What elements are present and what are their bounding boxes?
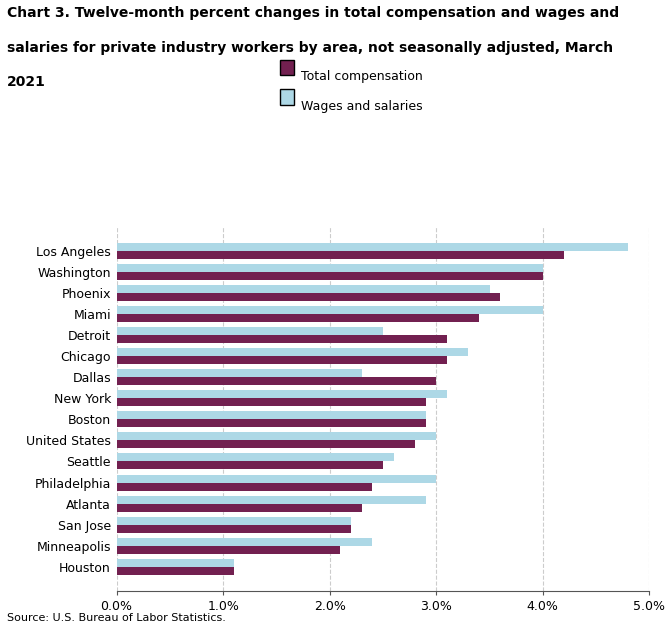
Bar — [117, 264, 543, 272]
Bar — [117, 398, 426, 406]
Bar — [117, 559, 234, 567]
Bar — [117, 293, 500, 301]
Bar — [117, 545, 340, 554]
Bar — [117, 567, 234, 575]
Bar — [117, 504, 362, 511]
Bar — [117, 285, 490, 293]
Bar — [117, 516, 351, 525]
Bar — [117, 314, 479, 322]
Bar — [117, 306, 543, 314]
Bar — [117, 440, 415, 448]
Bar — [117, 462, 383, 469]
Bar — [117, 482, 372, 491]
Bar — [117, 327, 383, 335]
Bar — [117, 251, 564, 259]
Bar — [117, 369, 362, 377]
Text: Source: U.S. Bureau of Labor Statistics.: Source: U.S. Bureau of Labor Statistics. — [7, 613, 226, 623]
Bar — [117, 454, 394, 462]
Bar — [117, 496, 426, 504]
Text: 2021: 2021 — [7, 75, 45, 89]
Bar — [117, 420, 426, 427]
Bar — [117, 356, 447, 364]
Bar — [117, 377, 436, 386]
Bar — [117, 335, 447, 343]
Bar — [117, 272, 543, 280]
Bar — [117, 525, 351, 533]
Bar — [117, 538, 372, 545]
Text: Chart 3. Twelve-month percent changes in total compensation and wages and: Chart 3. Twelve-month percent changes in… — [7, 6, 619, 20]
Bar — [117, 411, 426, 420]
Bar — [117, 474, 436, 482]
Text: Total compensation: Total compensation — [301, 70, 423, 83]
Bar — [117, 243, 628, 251]
Text: Wages and salaries: Wages and salaries — [301, 99, 423, 113]
Bar — [117, 432, 436, 440]
Bar — [117, 391, 447, 398]
Bar — [117, 348, 468, 356]
Text: salaries for private industry workers by area, not seasonally adjusted, March: salaries for private industry workers by… — [7, 41, 613, 55]
